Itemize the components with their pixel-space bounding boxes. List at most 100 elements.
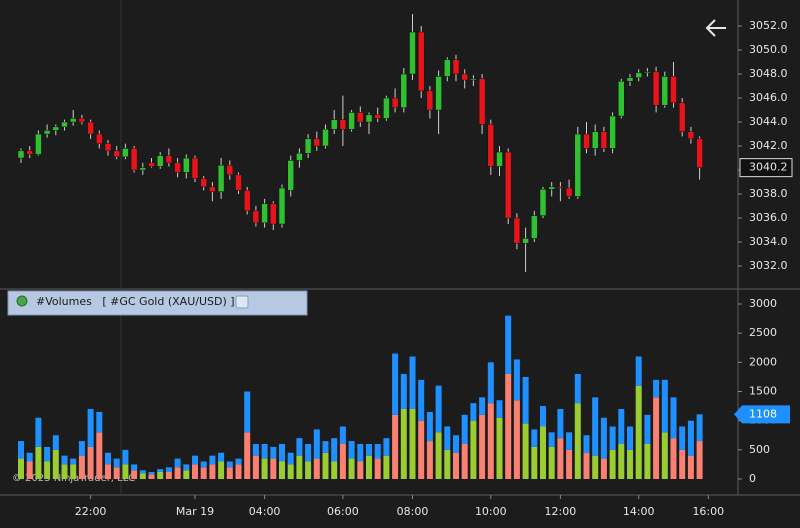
volume-lower (122, 464, 129, 479)
volume-upper (444, 426, 451, 450)
volume-upper (183, 464, 190, 471)
last-volume-box (734, 405, 790, 424)
volume-lower (52, 449, 59, 479)
candle-body (52, 126, 60, 131)
candle-body (278, 187, 286, 225)
candle-body (435, 76, 442, 111)
volume-lower (113, 467, 120, 479)
volume-upper (70, 458, 77, 465)
volume-upper (261, 444, 268, 459)
volume-upper (627, 426, 633, 450)
candle-body (678, 102, 686, 132)
candle-body (504, 151, 512, 219)
volume-upper (165, 467, 172, 472)
volume-tick-label: 500 (749, 443, 770, 456)
volume-upper (78, 441, 85, 456)
candle-body (104, 143, 112, 152)
indicator-check[interactable] (16, 295, 28, 307)
candle-body (330, 119, 338, 130)
volume-upper (279, 444, 285, 462)
volume-upper (87, 409, 94, 447)
volume-upper (453, 435, 459, 453)
volume-upper (592, 397, 599, 456)
last-volume: 1108 (749, 407, 777, 420)
indicator-legend[interactable] (7, 290, 308, 316)
volume-lower (192, 464, 198, 479)
candle-body (591, 131, 599, 149)
volume-lower (496, 417, 503, 479)
candle-body (417, 31, 425, 92)
candle-body (261, 203, 268, 224)
volume-lower (44, 461, 51, 479)
volume-upper (566, 432, 573, 450)
volume-upper (557, 409, 564, 439)
volume-upper (461, 414, 468, 444)
x-tick-label: 06:00 (327, 505, 359, 518)
candle-body (35, 133, 42, 155)
volume-lower (287, 464, 294, 479)
volume-lower (313, 458, 320, 479)
indicator-label: #Volumes [ #GC Gold (XAU/USD) ] (36, 295, 235, 308)
volume-lower (383, 455, 390, 479)
candle-body (165, 155, 173, 164)
candle-body (626, 77, 634, 82)
back-button[interactable] (705, 19, 726, 37)
volume-upper (392, 353, 399, 415)
volume-upper (244, 391, 251, 433)
candle-body (156, 155, 164, 167)
volume-lower (78, 455, 85, 479)
candle-body (539, 188, 547, 216)
candle-body (565, 187, 573, 197)
volume-upper (661, 379, 668, 433)
volume-upper (435, 385, 442, 433)
volume-upper (470, 403, 477, 421)
volume-lower (209, 464, 216, 479)
volume-lower (366, 455, 372, 479)
volume-lower (70, 464, 77, 479)
candle-body (61, 121, 68, 128)
volume-upper (18, 441, 24, 459)
volume-lower (96, 432, 103, 479)
volume-upper (139, 470, 146, 474)
volume-upper (496, 400, 503, 418)
candle-body (444, 59, 451, 77)
candle-body (374, 114, 381, 119)
candle-body (287, 160, 294, 191)
volume-upper (505, 315, 512, 374)
volume-lower (653, 397, 660, 479)
volume-tick-label: 2000 (749, 355, 777, 368)
volume-upper (418, 379, 425, 421)
candle-body (313, 138, 321, 147)
volume-lower (200, 467, 207, 479)
candle-body (235, 174, 242, 191)
mute-button[interactable] (235, 295, 249, 309)
volume-upper (313, 429, 320, 459)
volume-upper (252, 444, 259, 456)
volume-upper (600, 417, 607, 459)
volume-lower (618, 444, 625, 479)
arrow-head (705, 19, 716, 37)
candle-body (383, 97, 390, 119)
volume-tick-label: 1500 (749, 385, 777, 398)
volume-lower (261, 458, 268, 479)
volume-upper (305, 444, 312, 462)
volume-upper (209, 455, 216, 465)
volume-lower (600, 458, 607, 479)
candle-body (26, 150, 33, 155)
volume-tick-label: 2500 (749, 326, 777, 339)
volume-upper (540, 406, 546, 427)
volume-upper (618, 409, 625, 444)
x-tick-label: 22:00 (75, 505, 107, 518)
volume-lower (453, 452, 459, 479)
volume-lower (592, 455, 599, 479)
x-tick-label: Mar 19 (176, 505, 214, 518)
candle-body (96, 133, 103, 144)
candle-body (209, 186, 216, 192)
volume-lower (131, 470, 138, 479)
candle-body (322, 128, 329, 147)
candle-body (687, 131, 695, 140)
volume-upper (531, 429, 538, 447)
x-tick-label: 08:00 (397, 505, 429, 518)
volume-upper (348, 441, 355, 459)
candle-body (635, 72, 642, 78)
